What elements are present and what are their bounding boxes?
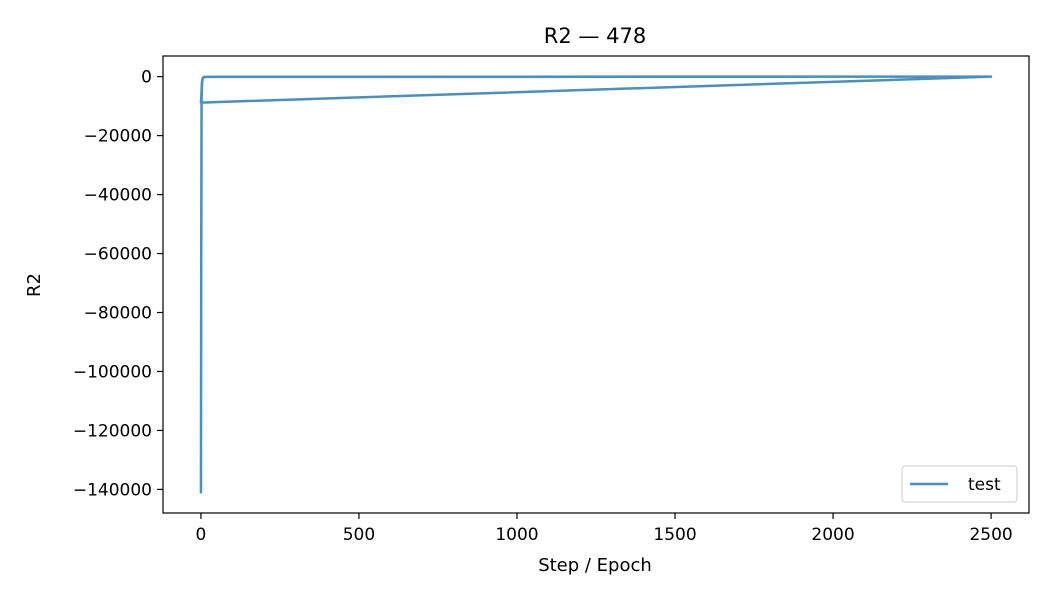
y-axis: 0 −20000 −40000 −60000 −80000 −100000 −120000 −… [73, 68, 163, 500]
y-tick-label: −60000 [84, 245, 152, 265]
y-tick-label: −120000 [73, 421, 152, 441]
x-tick-label: 2000 [811, 525, 854, 545]
x-axis-label: Step / Epoch [538, 555, 652, 576]
legend-box [901, 465, 1018, 503]
x-axis: 0 500 1000 1500 2000 2500 [196, 513, 1013, 545]
x-tick-label: 500 [343, 525, 375, 545]
y-tick-label: −40000 [84, 186, 152, 206]
x-tick-label: 2500 [969, 525, 1012, 545]
y-tick-label: −100000 [73, 362, 152, 382]
series-line-test [199, 75, 993, 494]
y-tick-label: −140000 [73, 480, 152, 500]
y-axis-label: R2 [24, 273, 45, 297]
plot-area [199, 75, 993, 494]
y-tick-label: 0 [141, 68, 152, 88]
plot-frame [162, 55, 1030, 514]
chart-title: R2 — 478 [544, 24, 646, 48]
legend: test [901, 465, 1018, 503]
x-tick-label: 1500 [653, 525, 696, 545]
x-tick-label: 0 [196, 525, 207, 545]
legend-label-test: test [968, 475, 1001, 495]
x-tick-label: 1000 [495, 525, 538, 545]
y-tick-label: −20000 [84, 127, 152, 147]
y-tick-label: −80000 [84, 304, 152, 324]
